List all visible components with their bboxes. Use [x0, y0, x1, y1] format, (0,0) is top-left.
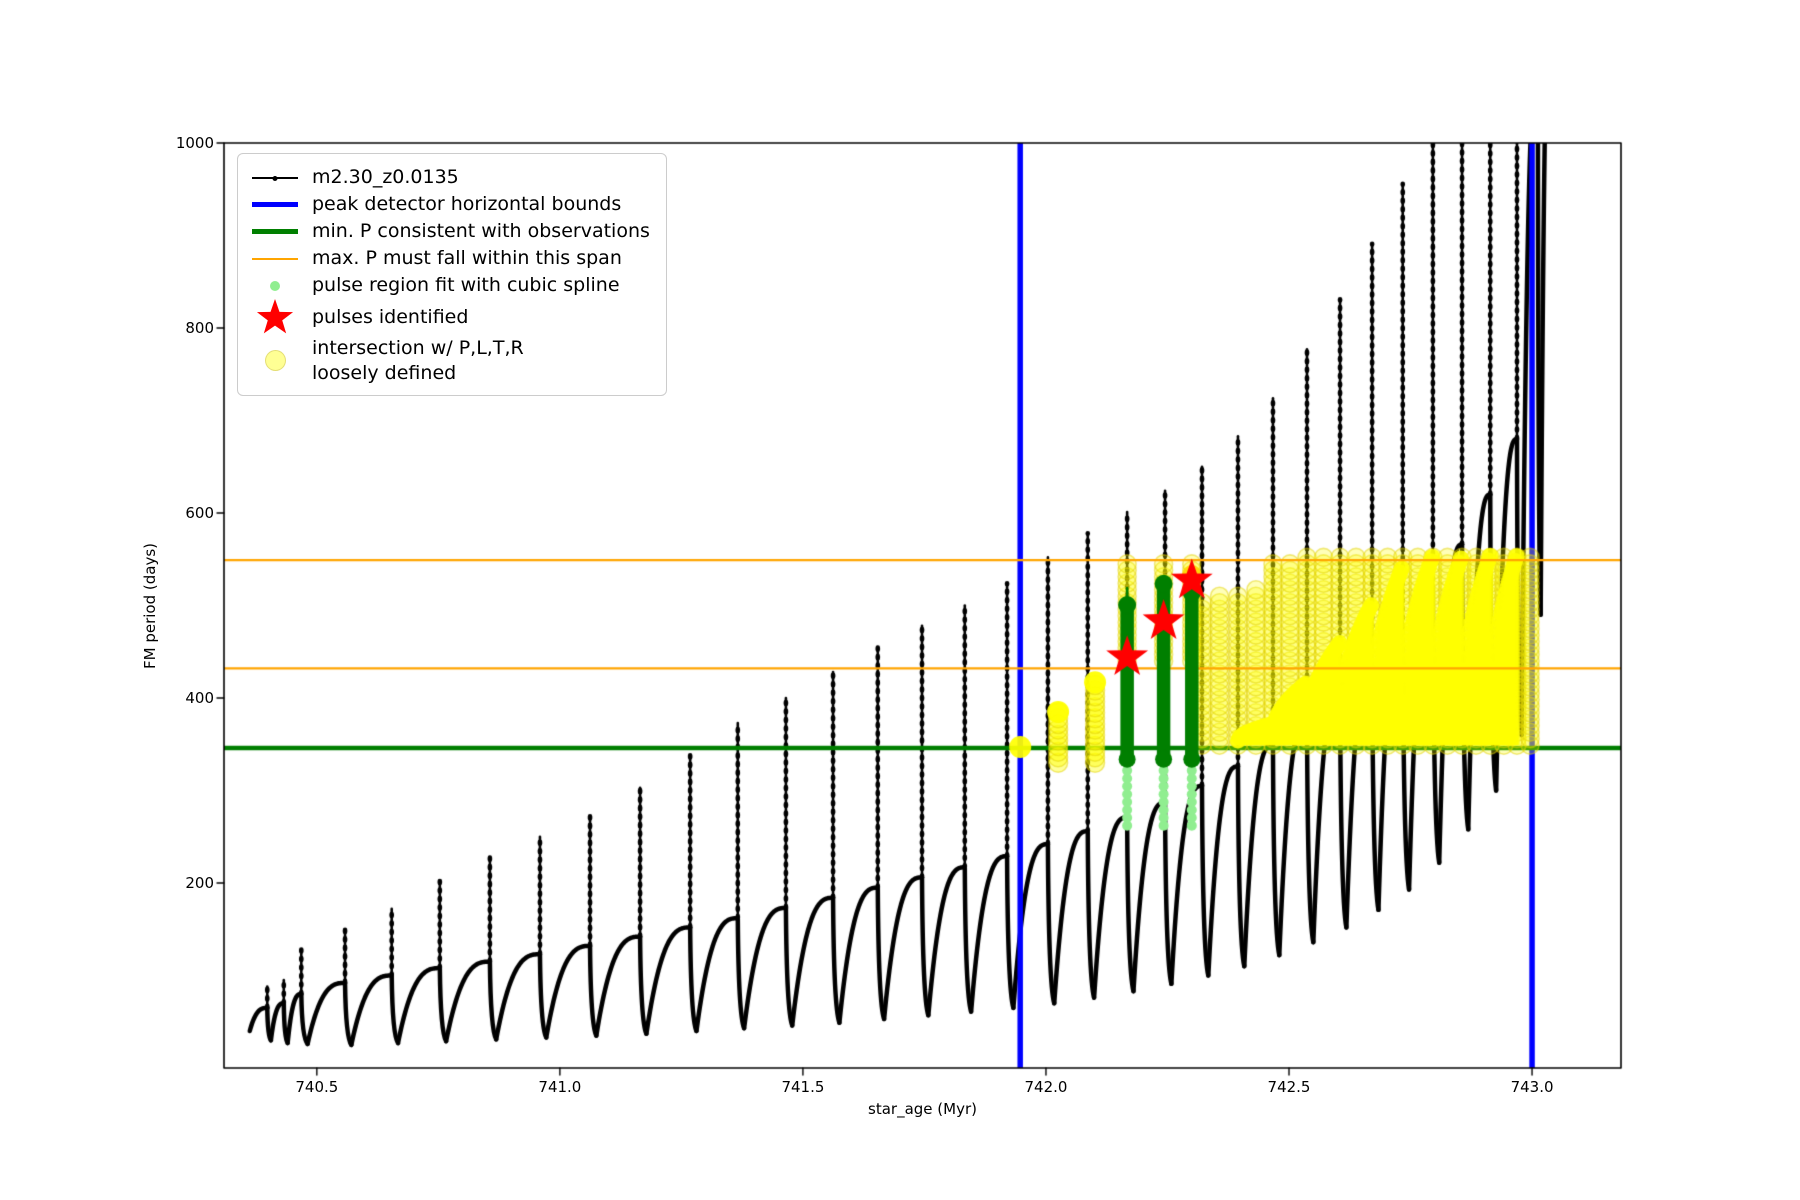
y-tick-label: 800 [185, 319, 214, 337]
y-tick-label: 200 [185, 874, 214, 892]
x-tick-label: 741.5 [781, 1078, 825, 1096]
series-line-swatch [248, 175, 302, 181]
yellow-dot-swatch [248, 350, 302, 372]
legend-item-series: m2.30_z0.0135 [248, 164, 650, 191]
legend-item-pulses: pulses identified [248, 299, 650, 336]
legend-label: min. P consistent with observations [312, 220, 650, 243]
x-tick-label: 742.0 [1024, 1078, 1068, 1096]
x-tick-label: 740.5 [295, 1078, 339, 1096]
y-axis-label: FM period (days) [141, 542, 159, 669]
green-line-swatch [248, 229, 302, 234]
legend: m2.30_z0.0135 peak detector horizontal b… [237, 153, 667, 397]
legend-item-intersection: intersection w/ P,L,T,R loosely defined [248, 336, 650, 385]
y-tick-label: 1000 [175, 134, 214, 152]
y-tick-label: 400 [185, 689, 214, 707]
blue-line-swatch [248, 202, 302, 207]
x-tick-label: 742.5 [1267, 1078, 1311, 1096]
legend-label: m2.30_z0.0135 [312, 166, 459, 189]
y-tick-label: 600 [185, 504, 214, 522]
legend-label: pulse region fit with cubic spline [312, 274, 620, 297]
spline-dot-swatch [248, 280, 302, 291]
legend-label: pulses identified [312, 306, 469, 329]
legend-label: peak detector horizontal bounds [312, 193, 622, 216]
legend-label: intersection w/ P,L,T,R loosely defined [312, 337, 524, 384]
x-axis-label: star_age (Myr) [868, 1100, 977, 1118]
legend-item-max-p: max. P must fall within this span [248, 245, 650, 272]
legend-label: max. P must fall within this span [312, 247, 622, 270]
x-tick-label: 743.0 [1510, 1078, 1554, 1096]
star-icon [248, 299, 302, 336]
legend-item-bounds: peak detector horizontal bounds [248, 191, 650, 218]
legend-item-spline: pulse region fit with cubic spline [248, 272, 650, 299]
legend-item-min-p: min. P consistent with observations [248, 218, 650, 245]
orange-line-swatch [248, 257, 302, 260]
x-tick-label: 741.0 [538, 1078, 582, 1096]
